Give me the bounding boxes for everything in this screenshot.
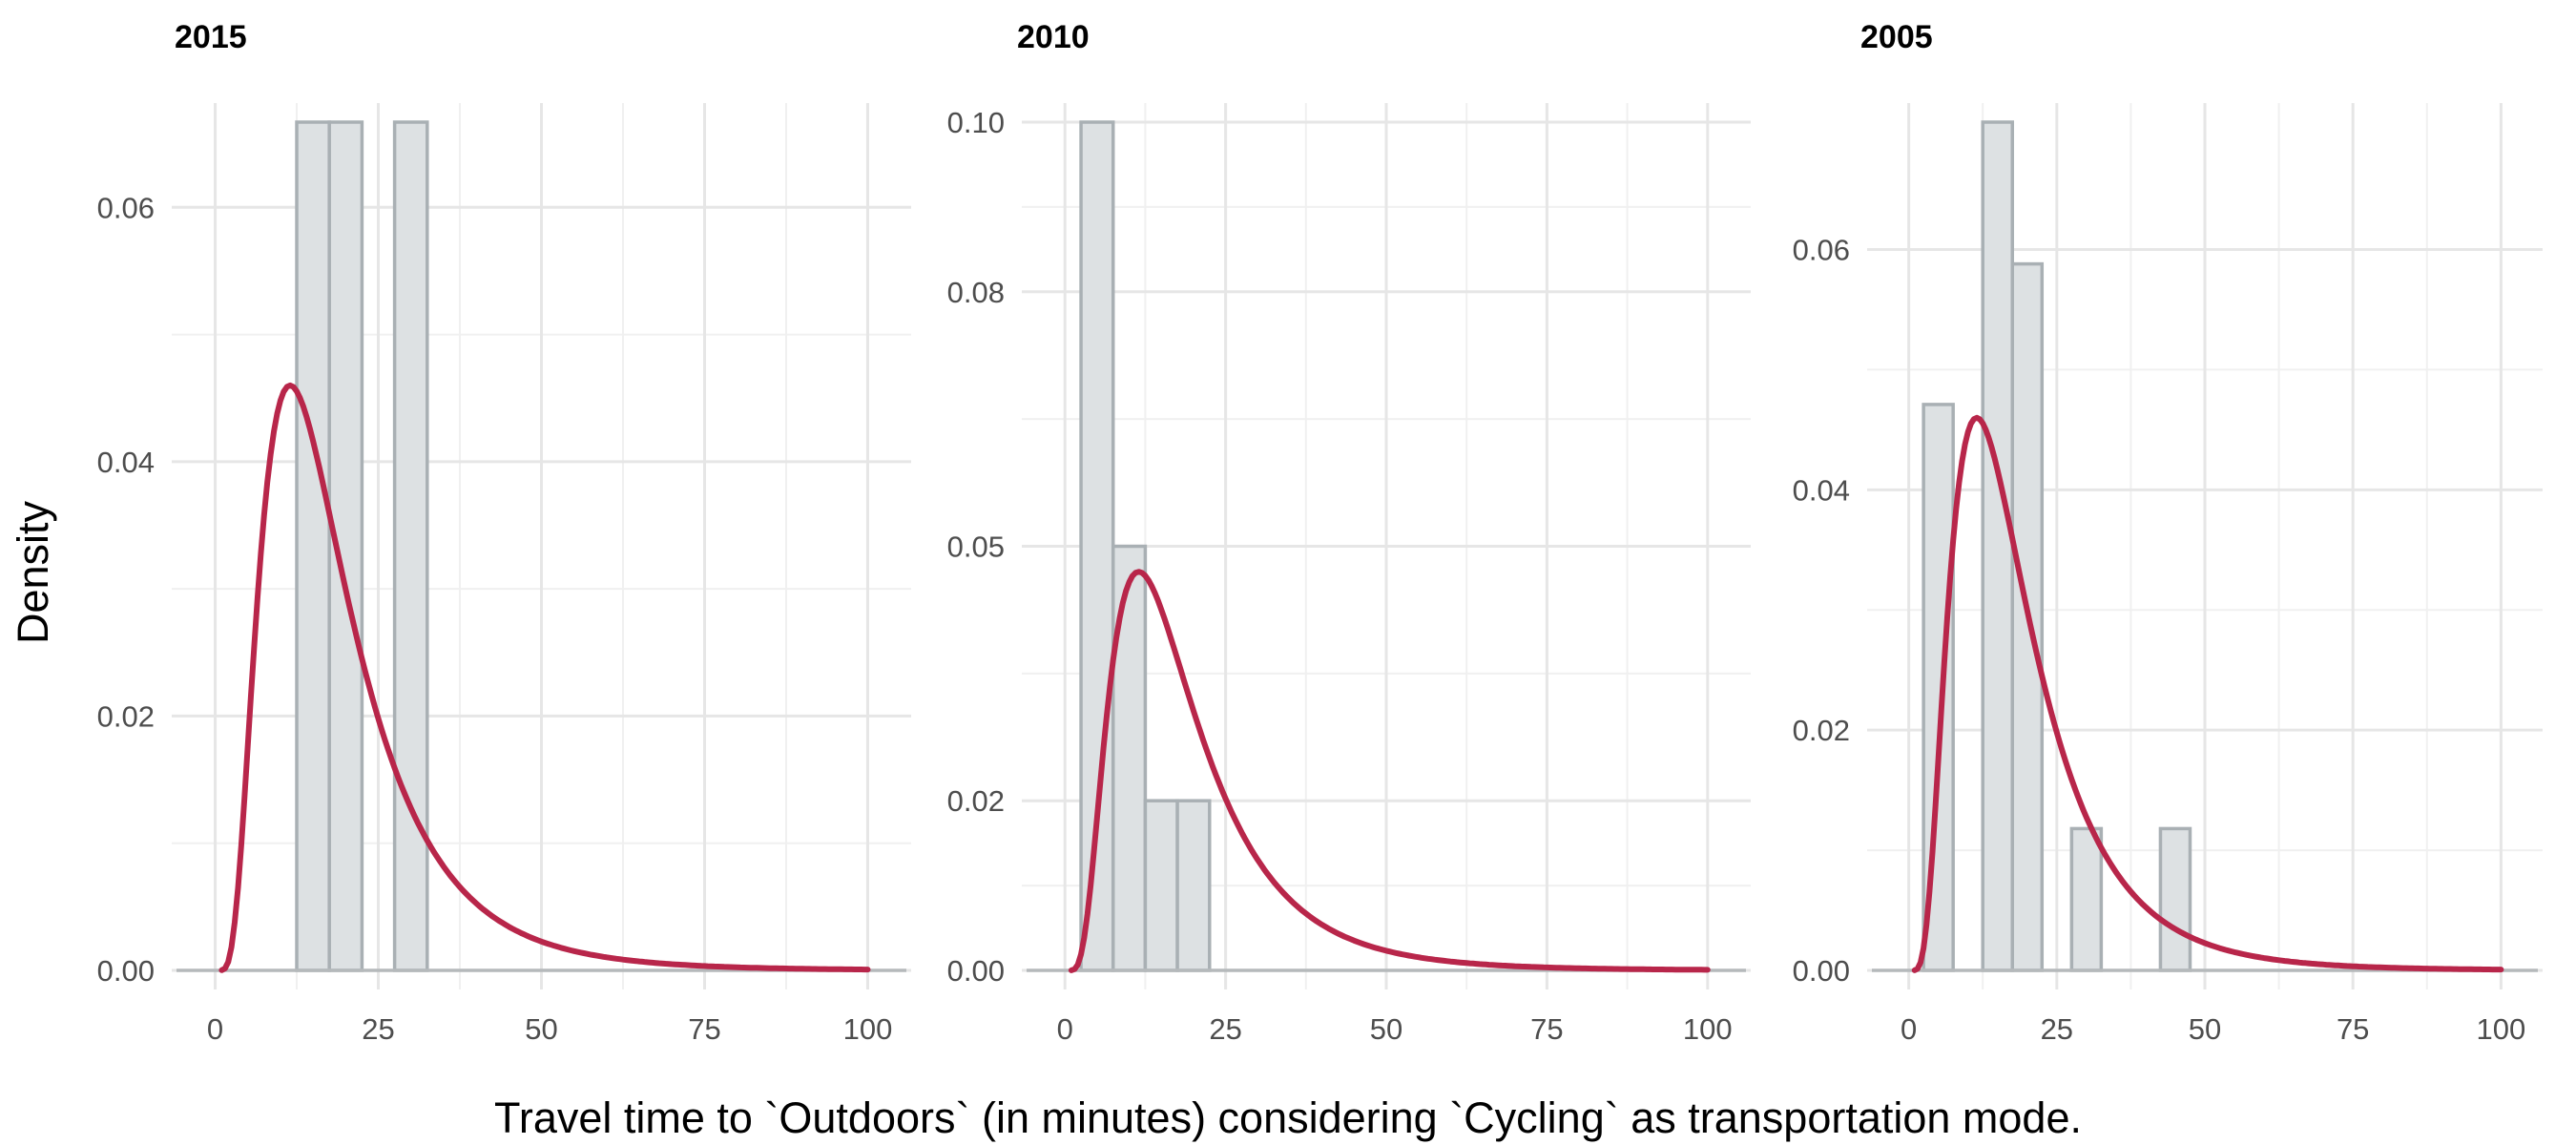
x-tick-label: 25 — [2041, 1012, 2073, 1046]
x-tick-label: 0 — [1901, 1012, 1917, 1046]
histogram-bar — [295, 120, 331, 972]
histogram-bar — [1111, 544, 1148, 972]
histogram-bar — [1981, 120, 2015, 972]
y-tick-label: 0.06 — [97, 191, 155, 224]
x-tick-label: 75 — [688, 1012, 720, 1046]
x-axis-title: Travel time to `Outdoors` (in minutes) c… — [494, 1093, 2082, 1142]
y-axis-title: Density — [9, 500, 57, 644]
x-tick-label: 100 — [1683, 1012, 1733, 1046]
facet-panel-2010: 0 25 50 75 100 0.00 0.02 0.05 0.08 0.10 2010 — [947, 19, 1751, 1046]
x-tick-label: 0 — [1057, 1012, 1073, 1046]
facet-title: 2010 — [1017, 19, 1090, 55]
y-tick-label: 0.00 — [1793, 954, 1850, 988]
y-tick-label: 0.00 — [97, 954, 155, 988]
y-tick-label: 0.02 — [947, 784, 1005, 818]
y-tick-label: 0.02 — [1793, 714, 1850, 747]
histogram-bar — [1143, 799, 1179, 972]
x-tick-label: 25 — [362, 1012, 394, 1046]
histogram-bar — [2158, 826, 2192, 972]
y-tick-label: 0.08 — [947, 276, 1005, 309]
y-tick-label: 0.10 — [947, 106, 1005, 139]
x-tick-label: 25 — [1209, 1012, 1241, 1046]
facet-title: 2005 — [1860, 19, 1933, 55]
density-curve — [1911, 414, 2504, 973]
facet-title: 2015 — [175, 19, 247, 55]
facet-panel-2015: 0 25 50 75 100 0.00 0.02 0.04 0.06 2015 — [97, 19, 911, 1046]
y-tick-label: 0.04 — [1793, 473, 1850, 507]
histogram-bar — [2069, 826, 2104, 972]
x-tick-label: 100 — [843, 1012, 893, 1046]
x-tick-label: 50 — [2189, 1012, 2221, 1046]
y-tick-label: 0.00 — [947, 954, 1005, 988]
x-tick-label: 75 — [1530, 1012, 1563, 1046]
density-curve — [218, 382, 871, 973]
x-tick-label: 0 — [207, 1012, 223, 1046]
y-tick-label: 0.05 — [947, 531, 1005, 564]
x-tick-label: 100 — [2477, 1012, 2526, 1046]
density-curve — [1068, 569, 1711, 973]
x-tick-label: 50 — [525, 1012, 557, 1046]
x-tick-label: 50 — [1370, 1012, 1402, 1046]
histogram-bar — [392, 120, 429, 972]
facet-panel-2005: 0 25 50 75 100 0.00 0.02 0.04 0.06 2005 — [1793, 19, 2543, 1046]
y-tick-label: 0.04 — [97, 446, 155, 479]
x-tick-label: 75 — [2337, 1012, 2369, 1046]
y-tick-label: 0.02 — [97, 699, 155, 733]
histogram-bar — [1175, 799, 1212, 972]
y-tick-label: 0.06 — [1793, 233, 1850, 266]
